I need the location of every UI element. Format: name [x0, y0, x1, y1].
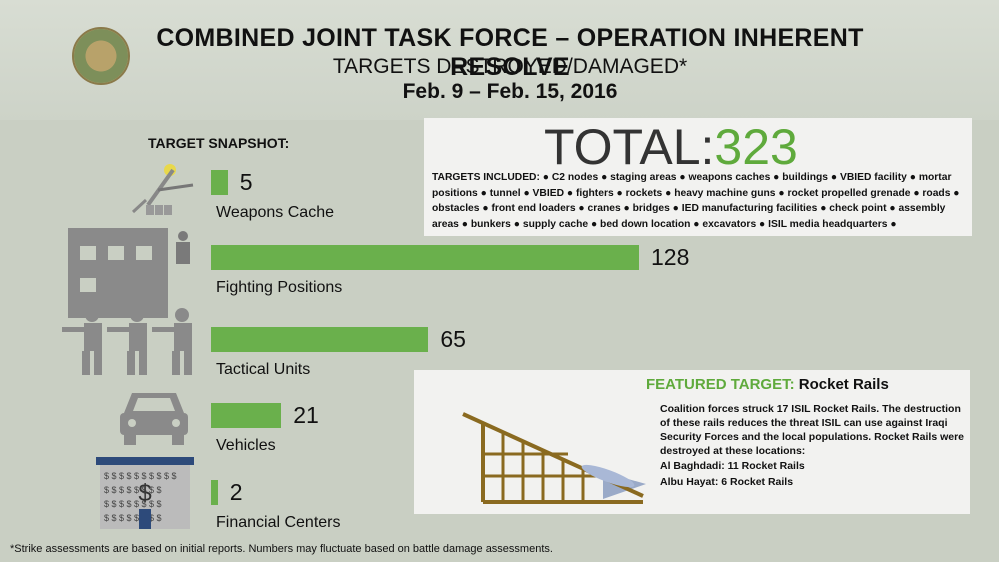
bar-value-label: 128	[651, 244, 690, 270]
total-display: TOTAL:323	[544, 118, 798, 176]
category-label: Financial Centers	[216, 514, 341, 531]
featured-text: Coalition forces struck 17 ISIL Rocket R…	[660, 403, 965, 457]
category-label: Tactical Units	[216, 361, 311, 378]
category-label: Vehicles	[216, 437, 276, 454]
bar-value-label: 2	[229, 479, 243, 505]
page-title: COMBINED JOINT TASK FORCE – OPERATION IN…	[156, 24, 864, 81]
category-label: Weapons Cache	[216, 204, 334, 221]
total-panel: TOTAL:323 TARGETS INCLUDED: ● C2 nodes ●…	[424, 118, 972, 236]
date-range: Feb. 9 – Feb. 15, 2016	[402, 80, 618, 103]
bank-icon: $ $ $ $ $ $ $ $ $ $ $ $ $ $ $ $ $ $ $ $ …	[96, 457, 194, 529]
bar-vehicles	[211, 403, 282, 428]
targets-included: TARGETS INCLUDED: ● C2 nodes ● staging a…	[432, 172, 960, 230]
bar-value-label: 65	[440, 326, 466, 352]
car-icon	[120, 393, 188, 445]
footnote: *Strike assessments are based on initial…	[10, 543, 553, 555]
featured-label: FEATURED TARGET:	[646, 376, 795, 393]
cjtf-seal-icon	[72, 27, 130, 85]
total-label: TOTAL:	[544, 119, 715, 175]
bar-value-label: 21	[293, 402, 319, 428]
rocket-rail-icon	[462, 412, 646, 504]
featured-location-2: Albu Hayat: 6 Rocket Rails	[660, 476, 794, 488]
svg-text:$ $ $ $ $ $ $ $ $ $: $ $ $ $ $ $ $ $ $ $	[104, 471, 177, 481]
building-icon	[68, 228, 190, 318]
bar-financial-centers	[211, 480, 218, 505]
snapshot-label: TARGET SNAPSHOT:	[148, 135, 290, 151]
soldiers-icon	[62, 308, 192, 375]
featured-panel: FEATURED TARGET: Rocket Rails Coalition …	[414, 370, 970, 514]
svg-text:$ $ $ $ $ $ $ $: $ $ $ $ $ $ $ $	[104, 499, 162, 509]
featured-location-1: Al Baghdadi: 11 Rocket Rails	[660, 460, 805, 472]
bar-tactical-units	[211, 327, 429, 352]
bar-value-label: 5	[239, 169, 253, 195]
header-band	[0, 0, 999, 120]
page-subtitle: TARGETS DESTROYED/DAMAGED*	[332, 55, 688, 78]
category-label: Fighting Positions	[216, 279, 343, 296]
svg-text:$ $ $ $ $ $ $ $: $ $ $ $ $ $ $ $	[104, 513, 162, 523]
weapons-cache-icon	[131, 164, 194, 215]
featured-name: Rocket Rails	[798, 376, 889, 393]
bar-weapons-cache	[211, 170, 228, 195]
featured-heading: FEATURED TARGET: Rocket Rails	[646, 376, 889, 393]
bar-fighting-positions	[211, 245, 639, 270]
total-value: 323	[714, 119, 798, 175]
svg-text:$: $	[138, 480, 151, 507]
svg-text:$ $ $ $ $ $ $ $: $ $ $ $ $ $ $ $	[104, 485, 162, 495]
